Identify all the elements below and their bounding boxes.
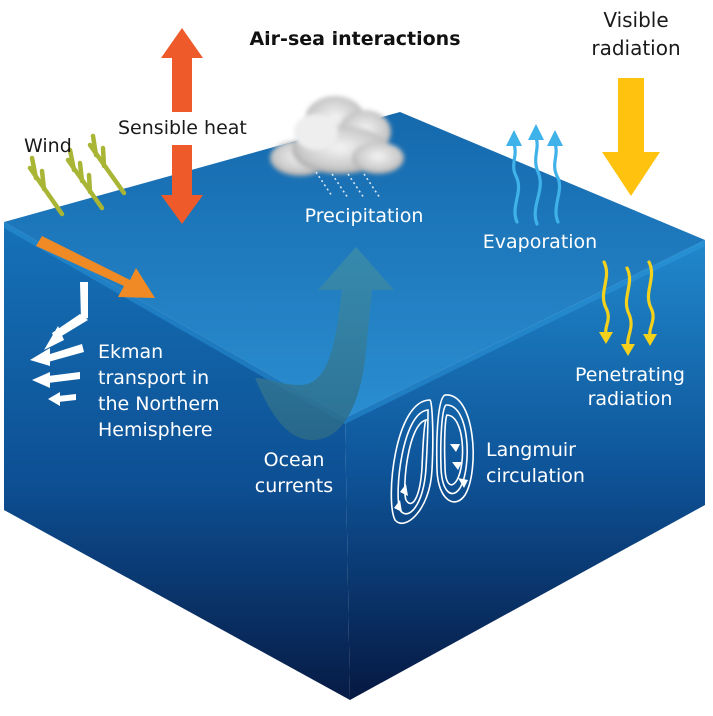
penetrating-radiation-label-line2: radiation xyxy=(588,388,673,410)
ocean-currents-label-line2: currents xyxy=(255,475,333,497)
evaporation-heads xyxy=(506,124,563,146)
ekman-arrow-2 xyxy=(44,314,88,350)
ekman-arrow-3 xyxy=(30,344,84,366)
wind-label: Wind xyxy=(24,135,72,157)
cloud-icon xyxy=(270,96,404,176)
ekman-label-line2: transport in xyxy=(98,367,209,389)
wind-barb-3 xyxy=(87,133,127,196)
ekman-label-line1: Ekman xyxy=(98,341,163,363)
wind-arrow xyxy=(36,236,155,298)
precipitation-label: Precipitation xyxy=(305,205,424,227)
evaporation-arrows xyxy=(512,136,562,226)
evaporation-label: Evaporation xyxy=(483,231,597,253)
ekman-arrow-4 xyxy=(32,372,80,388)
diagram-title: Air-sea interactions xyxy=(249,28,460,50)
ekman-transport-arrows xyxy=(30,282,88,406)
visible-radiation-label-line2: radiation xyxy=(591,36,680,60)
sensible-heat-arrow xyxy=(161,28,203,224)
langmuir-circulation xyxy=(390,394,474,525)
wind-barb-1 xyxy=(27,155,65,217)
ocean-currents-label-line1: Ocean xyxy=(264,449,325,471)
visible-radiation-arrow xyxy=(602,78,660,196)
ekman-arrow-5 xyxy=(48,392,76,406)
sensible-heat-label: Sensible heat xyxy=(118,117,247,139)
penetrating-radiation-heads xyxy=(599,332,657,356)
langmuir-label-line1: Langmuir xyxy=(486,439,576,461)
wind-barbs xyxy=(27,133,127,217)
ekman-arrow-1 xyxy=(80,282,88,320)
ocean-left-face xyxy=(4,222,350,700)
visible-radiation-label-line1: Visible xyxy=(603,8,668,32)
ocean-right-face xyxy=(345,240,705,700)
langmuir-label-line2: circulation xyxy=(486,465,585,487)
ekman-label-line3: the Northern xyxy=(98,393,220,415)
penetrating-radiation-label-line1: Penetrating xyxy=(575,364,685,386)
wind-barb-2 xyxy=(65,147,105,211)
ocean-current-arrow xyxy=(255,247,394,441)
ekman-label-line4: Hemisphere xyxy=(98,419,213,441)
penetrating-radiation xyxy=(601,260,655,348)
